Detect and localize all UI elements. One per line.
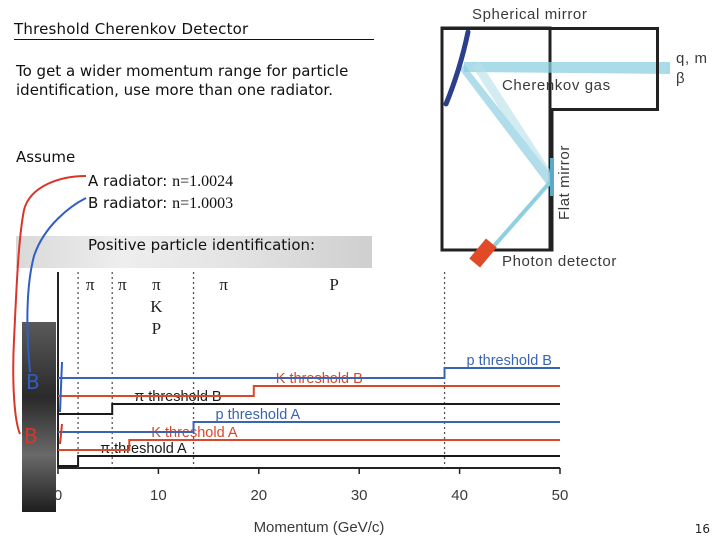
radiator-b-prefix: B radiator:	[88, 194, 173, 212]
region-label: P	[152, 319, 161, 338]
radiator-a-prefix: A radiator:	[88, 172, 173, 190]
particle-charge-mass-label: q, m	[676, 50, 708, 67]
threshold-label: π threshold A	[100, 441, 187, 457]
particle-beta-label: β	[676, 70, 686, 87]
detector-sketch	[440, 26, 670, 268]
flat-mirror-label: Flat mirror	[556, 145, 573, 220]
blue-connector	[26, 197, 87, 373]
radiator-b-line: B radiator: n=1.0003	[88, 194, 233, 213]
assume-label: Assume	[16, 148, 76, 166]
threshold-label: p threshold B	[467, 353, 552, 369]
threshold-line	[58, 455, 560, 467]
a-mark: B	[24, 424, 38, 448]
vessel-top-edge	[441, 27, 659, 30]
x-tick-label: 50	[552, 487, 569, 504]
spherical-mirror-shape	[443, 29, 471, 107]
region-label: π	[86, 275, 95, 294]
threshold-line	[58, 367, 560, 379]
blue-bracket	[59, 361, 63, 413]
threshold-line	[58, 439, 560, 451]
region-label: π	[152, 275, 161, 294]
spherical-mirror-label: Spherical mirror	[472, 6, 588, 23]
b-mark: B	[26, 370, 40, 394]
vessel-right-edge	[656, 27, 659, 111]
red-bracket	[59, 423, 63, 445]
region-label: π	[118, 275, 127, 294]
threshold-line	[58, 421, 560, 433]
threshold-line	[58, 385, 560, 397]
threshold-label: K threshold A	[151, 425, 238, 441]
slide-title: Threshold Cherenkov Detector	[14, 20, 374, 40]
annotation-overlay	[12, 175, 87, 445]
threshold-label: p threshold A	[216, 407, 301, 423]
photon-detector-shape	[469, 238, 497, 268]
red-connector	[12, 175, 87, 435]
region-label: P	[329, 275, 338, 294]
region-label: K	[150, 297, 163, 316]
x-axis-label: Momentum (GeV/c)	[254, 519, 385, 536]
vessel-step-edge	[551, 108, 659, 111]
cherenkov-gas-label: Cherenkov gas	[502, 77, 611, 94]
threshold-line	[58, 403, 560, 415]
intro-text: To get a wider momentum range for partic…	[16, 62, 349, 99]
positive-id-label: Positive particle identification:	[88, 236, 316, 254]
x-tick-label: 0	[54, 487, 62, 504]
reflected-light-inner	[472, 62, 554, 190]
x-tick-label: 20	[250, 487, 267, 504]
photon-detector-label: Photon detector	[502, 253, 617, 270]
radiator-a-line: A radiator: n=1.0024	[88, 172, 233, 191]
flat-mirror-reflection	[492, 178, 554, 248]
x-tick-label: 40	[451, 487, 468, 504]
beam-band	[464, 62, 670, 74]
x-tick-label: 10	[150, 487, 167, 504]
radiator-a-index: n=1.0024	[172, 173, 234, 190]
radiator-b-index: n=1.0003	[172, 195, 234, 212]
positive-id-band	[16, 236, 372, 268]
region-label: π	[219, 275, 228, 294]
page-number: 16	[694, 522, 710, 536]
x-tick-label: 30	[351, 487, 368, 504]
